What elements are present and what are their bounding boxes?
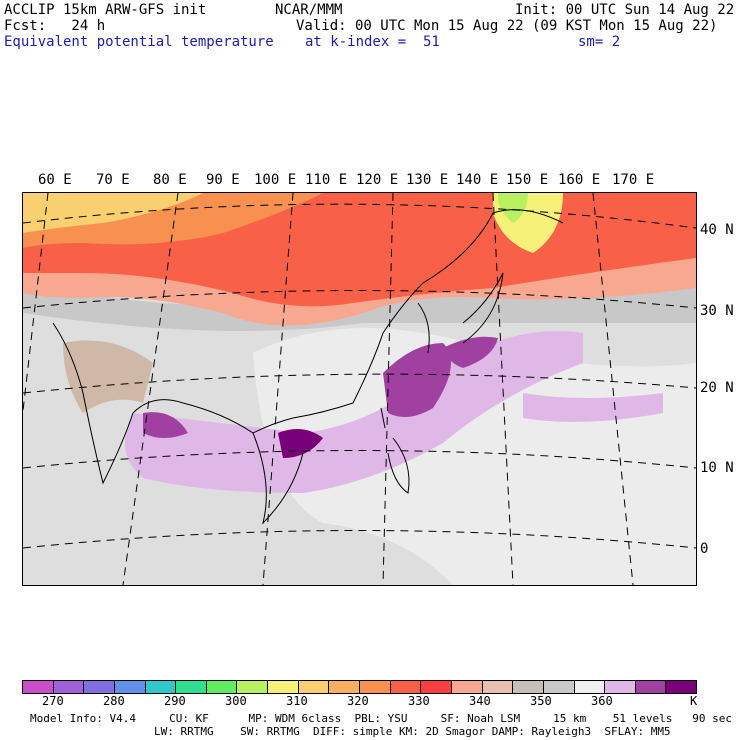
graticule — [23, 193, 696, 585]
lon-label-100e: 100 E — [254, 172, 297, 188]
colorbar-swatch-12 — [390, 681, 422, 693]
cbar-label-300: 300 — [225, 694, 247, 708]
lat-line-10n — [23, 450, 696, 469]
cbar-label-270: 270 — [42, 694, 64, 708]
lon-line-120e — [382, 193, 394, 585]
colorbar-swatch-0 — [23, 681, 54, 693]
lon-label-160e: 160 E — [558, 172, 601, 188]
cbar-label-280: 280 — [103, 694, 125, 708]
field-far-east-pink — [523, 393, 663, 422]
lat-line-20n — [23, 373, 696, 394]
colorbar-swatch-7 — [237, 681, 269, 693]
lon-label-80e: 80 E — [153, 172, 187, 188]
colorbar-swatch-3 — [114, 681, 146, 693]
colorbar-swatch-19 — [605, 681, 636, 693]
cbar-label-unit: K — [690, 694, 698, 708]
colorbar-swatch-15 — [482, 681, 514, 693]
field-bengal-dark — [143, 412, 188, 438]
colorbar-swatch-4 — [145, 681, 177, 693]
init-time: Init: 00 UTC Sun 14 Aug 22 — [515, 2, 735, 18]
footer-model-info: Model Info: V4.4 CU: KF MP: WDM 6class P… — [30, 712, 732, 725]
cbar-label-320: 320 — [347, 694, 369, 708]
lat-label-0: 0 — [700, 541, 709, 557]
colorbar-swatch-13 — [421, 681, 452, 693]
colorbar-swatch-6 — [206, 681, 238, 693]
field-name: Equivalent potential temperature — [4, 34, 274, 50]
coast-china — [182, 282, 424, 434]
lat-label-40n: 40 N — [700, 222, 734, 238]
colorbar-swatch-5 — [176, 681, 207, 693]
colorbar-swatch-10 — [329, 681, 361, 693]
lat-label-20n: 20 N — [700, 380, 734, 396]
coast-russia — [422, 209, 564, 284]
coast-japan — [462, 272, 504, 344]
lat-label-10n: 10 N — [700, 460, 734, 476]
lon-line-160e — [592, 193, 634, 585]
cbar-label-360: 360 — [591, 694, 613, 708]
lon-line-100e — [262, 193, 294, 585]
lon-label-130e: 130 E — [406, 172, 449, 188]
cbar-label-350: 350 — [530, 694, 552, 708]
field-indochina-dark — [278, 429, 323, 458]
field-india-warm — [63, 340, 153, 413]
colorbar-swatch-20 — [635, 681, 667, 693]
smoothing-info: sm= 2 — [578, 34, 621, 50]
colorbar-swatch-21 — [666, 681, 697, 693]
valid-time: Valid: 00 UTC Mon 15 Aug 22 (09 KST Mon … — [296, 18, 718, 34]
field-north-yellow — [23, 193, 203, 233]
lon-label-90e: 90 E — [206, 172, 240, 188]
lon-line-80e — [122, 193, 179, 585]
cbar-label-310: 310 — [286, 694, 308, 708]
colorbar-swatch-16 — [513, 681, 544, 693]
lon-line-60e — [23, 193, 49, 416]
lon-label-120e: 120 E — [356, 172, 399, 188]
colorbar-swatch-18 — [574, 681, 606, 693]
coast-taiwan — [380, 407, 386, 429]
field-ocean-light — [253, 328, 696, 585]
level-info: at k-index = 51 — [305, 34, 440, 50]
colorbar-swatch-9 — [298, 681, 330, 693]
lon-label-150e: 150 E — [506, 172, 549, 188]
institution: NCAR/MMM — [275, 2, 343, 18]
run-title: ACCLIP 15km ARW-GFS init — [4, 2, 207, 18]
forecast-hour: Fcst: 24 h — [4, 18, 106, 34]
field-kamchatka-green — [498, 193, 528, 223]
lon-label-110e: 110 E — [305, 172, 348, 188]
colorbar-swatch-8 — [268, 681, 299, 693]
lon-label-140e: 140 E — [456, 172, 499, 188]
colorbar-swatch-17 — [543, 681, 575, 693]
colorbar — [22, 680, 697, 694]
map-svg — [23, 193, 696, 585]
lat-label-30n: 30 N — [700, 303, 734, 319]
colorbar-swatch-14 — [451, 681, 483, 693]
lat-line-40n — [23, 203, 696, 229]
field-japan-dark — [443, 336, 498, 368]
field-kyushu-dark — [383, 343, 451, 417]
coastlines — [52, 209, 564, 525]
cbar-label-330: 330 — [408, 694, 430, 708]
lat-line-30n — [23, 290, 696, 309]
lat-line-0 — [23, 530, 696, 549]
footer-physics-info: LW: RRTMG SW: RRTMG DIFF: simple KM: 2D … — [154, 725, 671, 738]
coast-philippines — [387, 437, 410, 494]
cbar-label-340: 340 — [469, 694, 491, 708]
lon-line-140e — [492, 193, 514, 585]
coast-korea — [417, 302, 430, 354]
coast-india — [52, 322, 184, 485]
coast-indochina — [252, 432, 304, 525]
lon-label-70e: 70 E — [96, 172, 130, 188]
colorbar-swatch-11 — [360, 681, 391, 693]
lon-label-170e: 170 E — [612, 172, 655, 188]
colorbar-swatch-2 — [84, 681, 115, 693]
cbar-label-290: 290 — [164, 694, 186, 708]
lon-label-60e: 60 E — [38, 172, 72, 188]
colorbar-swatch-1 — [53, 681, 85, 693]
theta-e-map — [22, 192, 697, 586]
